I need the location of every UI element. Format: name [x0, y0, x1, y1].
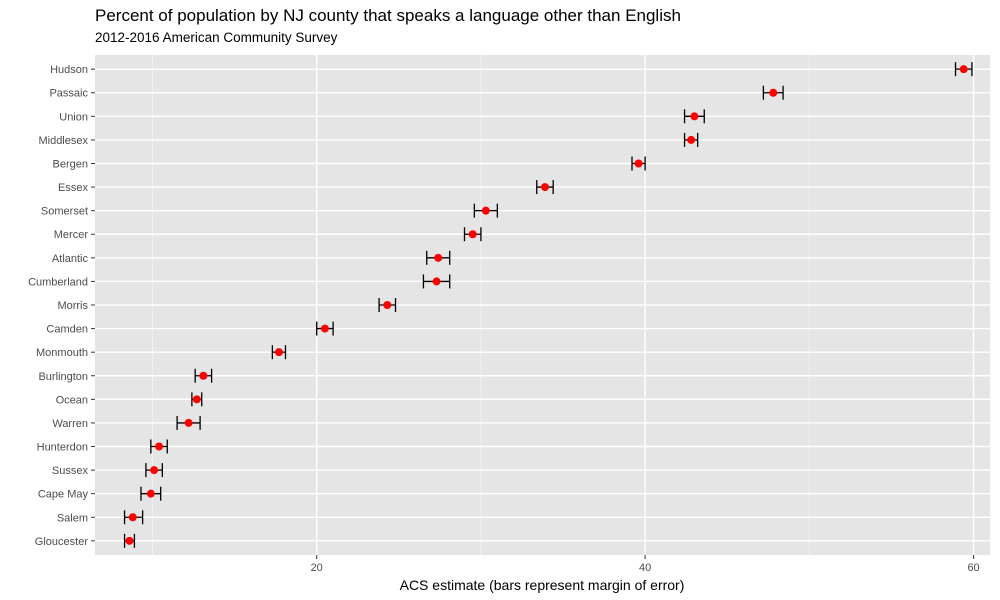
- y-axis: Hudson Passaic Union Middlesex Bergen Essex So…: [28, 64, 95, 548]
- data-point: [320, 324, 329, 333]
- y-tick-label: Burlington: [38, 371, 88, 383]
- data-point: [146, 489, 155, 498]
- data-point: [690, 112, 699, 121]
- y-tick-label: Morris: [57, 300, 88, 312]
- data-point: [383, 301, 392, 309]
- y-tick-label: Union: [59, 111, 88, 123]
- data-point: [434, 253, 443, 262]
- data-point: [128, 513, 137, 522]
- x-tick-label: 60: [967, 562, 979, 574]
- chart-subtitle: 2012-2016 American Community Survey: [95, 30, 338, 45]
- y-tick-label: Sussex: [52, 465, 89, 477]
- marks-layer: [123, 62, 973, 548]
- grid-layer: [95, 55, 990, 555]
- y-tick-label: Somerset: [41, 206, 88, 218]
- y-tick-label: Passaic: [49, 88, 88, 100]
- data-point: [150, 466, 159, 475]
- x-axis: 20 40 60: [311, 555, 980, 574]
- y-tick-label: Mercer: [54, 229, 89, 241]
- y-tick-label: Monmouth: [36, 347, 88, 359]
- x-tick-label: 20: [311, 562, 323, 574]
- data-point: [192, 395, 201, 404]
- y-tick-label: Ocean: [56, 394, 88, 406]
- y-tick-label: Gloucester: [35, 536, 89, 548]
- y-tick-label: Warren: [52, 418, 88, 430]
- y-tick-label: Salem: [57, 512, 88, 524]
- y-tick-label: Atlantic: [52, 253, 89, 265]
- data-point: [432, 277, 441, 286]
- y-tick-label: Cape May: [38, 489, 89, 501]
- y-tick-label: Cumberland: [28, 276, 88, 288]
- x-axis-title: ACS estimate (bars represent margin of e…: [400, 577, 685, 593]
- data-point: [634, 159, 643, 168]
- data-point: [155, 442, 164, 451]
- data-point: [769, 88, 778, 97]
- y-tick-label: Essex: [58, 182, 88, 194]
- data-point: [468, 230, 477, 239]
- data-point: [184, 418, 193, 427]
- data-point: [540, 183, 549, 192]
- data-point: [199, 371, 208, 380]
- x-tick-label: 40: [639, 562, 651, 574]
- y-tick-label: Middlesex: [38, 135, 88, 147]
- chart-title: Percent of population by NJ county that …: [95, 6, 681, 25]
- data-point: [687, 135, 696, 144]
- data-point: [274, 348, 283, 357]
- data-point: [125, 536, 134, 545]
- y-tick-label: Hunterdon: [37, 442, 88, 454]
- y-tick-label: Camden: [46, 324, 88, 336]
- data-point: [481, 206, 490, 215]
- data-point: [959, 65, 968, 74]
- y-tick-label: Hudson: [50, 64, 88, 76]
- y-tick-label: Bergen: [53, 158, 88, 170]
